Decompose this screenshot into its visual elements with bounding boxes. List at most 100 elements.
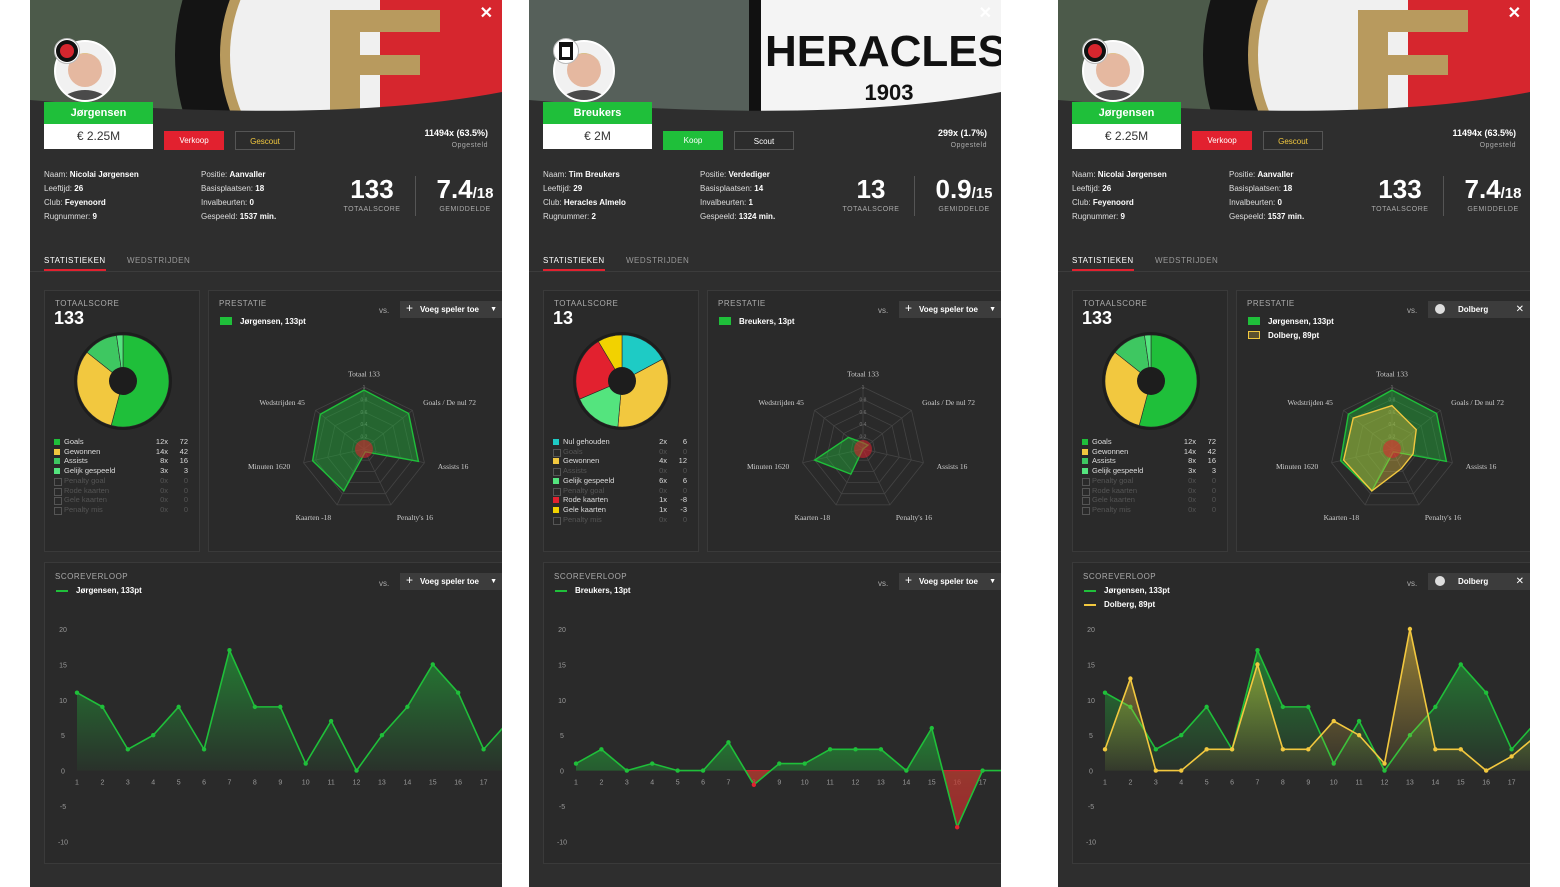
- series-point: [1128, 676, 1133, 681]
- legend-label: Gelijk gespeeld: [64, 466, 116, 476]
- legend-row-3[interactable]: Assists 0x 0: [553, 466, 687, 477]
- legend-row-2[interactable]: Assists 8x 16: [54, 456, 188, 466]
- legend-points: 0: [183, 475, 188, 485]
- tab-statistieken[interactable]: STATISTIEKEN: [543, 256, 605, 265]
- average-suffix: /18: [1500, 185, 1522, 202]
- legend-row-4[interactable]: Gelijk gespeeld 6x 6: [553, 476, 687, 486]
- legend-row-7[interactable]: Penalty mis 0x 0: [54, 505, 188, 515]
- legend-label: Dolberg, 89pt: [1268, 331, 1320, 340]
- radar-spoke: [336, 448, 365, 506]
- series-point: [1280, 747, 1286, 752]
- action-button[interactable]: Verkoop: [1192, 131, 1252, 150]
- legend-row-0[interactable]: Goals 12x 72: [54, 437, 188, 447]
- legend-points: 16: [179, 456, 188, 466]
- select-label: Voeg speler toe: [919, 305, 978, 314]
- scoreverloop-player-select[interactable]: Dolberg ✕: [1428, 573, 1530, 590]
- legend-swatch: [1082, 487, 1090, 496]
- radar-tick: 0.2: [860, 435, 867, 441]
- close-icon[interactable]: ✕: [978, 5, 992, 22]
- x-tick-label: 5: [1205, 780, 1209, 787]
- radar-grid: [1355, 411, 1429, 483]
- series-point: [650, 761, 655, 766]
- legend-row-5[interactable]: Rode kaarten 0x 0: [1082, 486, 1216, 496]
- info-info-right: Positie: Verdediger Basisplaatsen: 14 Inva…: [700, 168, 775, 224]
- radar-chart: 0.2 0.4 0.6 0.8 1 Totaal 133 Goals / De nul 72…: [248, 369, 476, 522]
- info-value: Feyenoord: [1092, 198, 1134, 207]
- tab-statistieken[interactable]: STATISTIEKEN: [1072, 256, 1134, 265]
- remove-icon[interactable]: ✕: [1515, 576, 1524, 587]
- info-value: Heracles Almelo: [563, 198, 626, 207]
- scout-button[interactable]: Gescout: [235, 131, 295, 150]
- info-row: Gespeeld: 1324 min.: [700, 210, 775, 224]
- tab-wedstrijden[interactable]: WEDSTRIJDEN: [626, 256, 690, 265]
- legend-row-8[interactable]: Penalty mis 0x 0: [553, 515, 687, 525]
- chevron-down-icon: ▼: [490, 306, 497, 313]
- legend-row-6[interactable]: Rode kaarten 1x -8: [553, 495, 687, 505]
- x-tick-label: 5: [676, 780, 680, 787]
- series-point: [1509, 747, 1514, 752]
- legend-row-1[interactable]: Gewonnen 14x 42: [54, 447, 188, 457]
- total-score-label: TOTAALSCORE: [842, 206, 900, 213]
- legend-row-0[interactable]: Goals 12x 72: [1082, 437, 1216, 447]
- x-tick-label: 4: [1179, 780, 1183, 787]
- legend-points: 6: [682, 437, 687, 446]
- prestatie-player-select[interactable]: + Voeg speler toe ▼: [899, 301, 1001, 318]
- legend-row-7[interactable]: Gele kaarten 1x -3: [553, 505, 687, 515]
- legend-label: Rode kaarten: [64, 485, 110, 495]
- average-label: GEMIDDELDE: [938, 206, 990, 213]
- tab-statistieken[interactable]: STATISTIEKEN: [44, 256, 106, 265]
- legend-row-4[interactable]: Penalty goal 0x 0: [1082, 476, 1216, 486]
- legend-row-6[interactable]: Gele kaarten 0x 0: [54, 495, 188, 506]
- legend-row-2[interactable]: Assists 8x 16: [1082, 456, 1216, 466]
- close-icon[interactable]: ✕: [1507, 5, 1521, 22]
- legend-row-3[interactable]: Gelijk gespeeld 3x 3: [1082, 466, 1216, 476]
- legend-row-5[interactable]: Rode kaarten 0x 0: [54, 486, 188, 496]
- totaalscore-title: TOTAALSCORE: [55, 299, 120, 308]
- legend-row-3[interactable]: Gelijk gespeeld 3x 3: [54, 466, 188, 476]
- prestatie-player-select[interactable]: + Voeg speler toe ▼: [400, 301, 502, 318]
- legend-swatch: [54, 448, 60, 455]
- legend-row-6[interactable]: Gele kaarten 0x 0: [1082, 495, 1216, 506]
- legend-row-5[interactable]: Penalty goal 0x 0: [553, 486, 687, 496]
- radar-spoke: [862, 410, 912, 450]
- remove-icon[interactable]: ✕: [1515, 304, 1524, 315]
- legend-row-4[interactable]: Penalty goal 0x 0: [54, 476, 188, 486]
- info-info-left: Naam: Tim Breukers Leeftijd: 29 Club: Hera…: [543, 168, 626, 224]
- scoreverloop-player-select[interactable]: + Voeg speler toe ▼: [899, 573, 1001, 590]
- action-button[interactable]: Verkoop: [164, 131, 224, 150]
- prestatie-legend-item: Breukers, 13pt: [719, 317, 859, 327]
- info-row: Basisplaatsen: 18: [201, 182, 276, 196]
- legend-row-1[interactable]: Goals 0x 0: [553, 447, 687, 457]
- radar-tick: 0.2: [1389, 435, 1396, 441]
- info-key: Leeftijd:: [44, 184, 73, 193]
- legend-row-2[interactable]: Gewonnen 4x 12: [553, 456, 687, 466]
- legend-swatch: [1082, 448, 1088, 455]
- radar-grid: [850, 436, 876, 461]
- action-button[interactable]: Koop: [663, 131, 723, 150]
- select-label: Voeg speler toe: [420, 577, 479, 586]
- scout-button[interactable]: Scout: [734, 131, 794, 150]
- y-tick-label: -10: [1086, 839, 1096, 846]
- legend-row-0[interactable]: Nul gehouden 2x 6: [553, 437, 687, 447]
- player-photo: [553, 40, 615, 102]
- prestatie-player-select[interactable]: Dolberg ✕: [1428, 301, 1530, 318]
- series-point: [624, 768, 630, 773]
- x-tick-label: 6: [701, 780, 705, 787]
- close-icon[interactable]: ✕: [479, 5, 493, 22]
- tab-wedstrijden[interactable]: WEDSTRIJDEN: [1155, 256, 1219, 265]
- x-tick-label: 1: [574, 780, 578, 787]
- legend-row-1[interactable]: Gewonnen 14x 42: [1082, 447, 1216, 457]
- series-point: [1204, 747, 1209, 752]
- series-point: [1179, 768, 1184, 773]
- legend-row-7[interactable]: Penalty mis 0x 0: [1082, 505, 1216, 515]
- info-row: Leeftijd: 29: [543, 182, 626, 196]
- scoreverloop-player-select[interactable]: + Voeg speler toe ▼: [400, 573, 502, 590]
- scout-button[interactable]: Gescout: [1263, 131, 1323, 150]
- player-price: € 2.25M: [44, 124, 153, 149]
- series-point: [980, 768, 985, 773]
- radar-tick: 0.6: [860, 410, 867, 416]
- ownership-value: 11494x (63.5%): [1452, 128, 1516, 138]
- legend-count: 3x: [1188, 466, 1196, 476]
- tab-wedstrijden[interactable]: WEDSTRIJDEN: [127, 256, 191, 265]
